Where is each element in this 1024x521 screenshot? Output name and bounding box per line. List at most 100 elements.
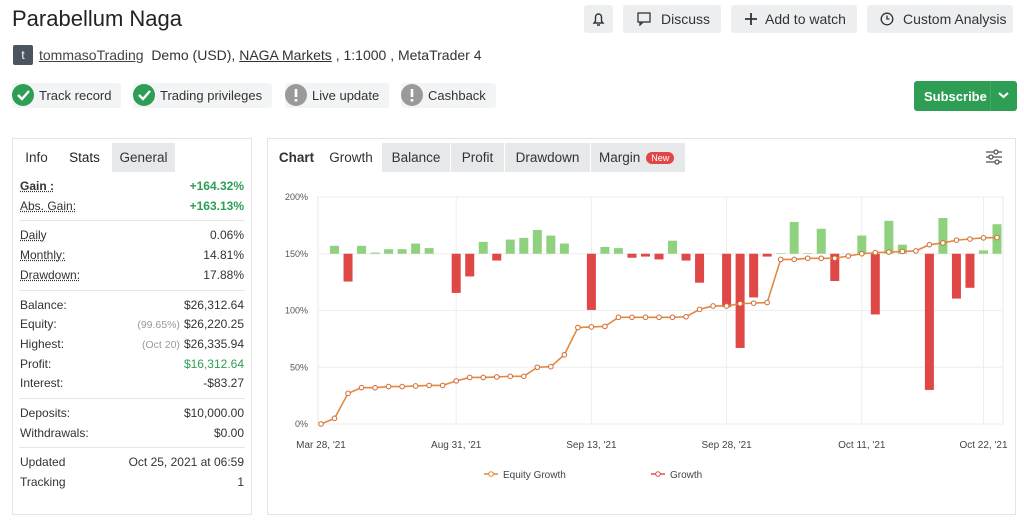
watch-button[interactable]: Add to watch xyxy=(731,5,857,33)
point xyxy=(480,374,487,381)
x-tick-label: Oct 22, '21 xyxy=(959,440,1007,451)
bar xyxy=(870,253,880,315)
stat-label: Interest: xyxy=(20,376,64,391)
point xyxy=(953,237,960,243)
tab[interactable]: Stats xyxy=(57,143,112,172)
bar xyxy=(519,237,529,254)
discuss-button[interactable]: Discuss xyxy=(623,5,721,33)
point xyxy=(439,382,446,389)
bar xyxy=(370,252,380,254)
tab[interactable]: Profit xyxy=(451,143,504,172)
x-tick-label: Oct 11, '21 xyxy=(838,440,886,451)
tab[interactable]: Margin New xyxy=(591,143,685,172)
bar xyxy=(803,253,813,254)
plus-icon xyxy=(745,13,757,25)
bar xyxy=(938,217,948,254)
stat-label: Withdrawals: xyxy=(20,425,89,440)
bar xyxy=(397,249,407,254)
point xyxy=(831,255,838,262)
stat-label: Deposits: xyxy=(20,406,71,420)
stat-number: $0.00 xyxy=(213,425,244,440)
analysis-button[interactable]: Custom Analysis xyxy=(867,5,1013,33)
stat-note: (Oct 20) xyxy=(142,338,180,351)
bar xyxy=(965,253,975,288)
point xyxy=(358,384,365,391)
stat-label: Abs. Gain: xyxy=(20,198,77,213)
dropdown-icon[interactable] xyxy=(990,81,1017,111)
point xyxy=(737,300,743,307)
bar xyxy=(735,253,745,348)
user-link[interactable]: tommasoTrading xyxy=(39,47,144,63)
stat-value: (99.65%) $26,220.25 xyxy=(137,317,244,331)
account-type: Demo (USD), xyxy=(151,47,236,63)
bell-icon xyxy=(592,13,605,26)
stat-number: +164.32% xyxy=(189,179,244,193)
bar xyxy=(424,248,434,254)
stat-number: $26,312.64 xyxy=(183,297,244,312)
stat-value: -$83.27 xyxy=(203,376,244,390)
subscribe-button[interactable]: Subscribe xyxy=(914,81,1017,111)
bar xyxy=(789,221,799,254)
badge-label: Cashback xyxy=(428,88,486,103)
badge: Live update xyxy=(285,83,390,108)
legend-label: Growth xyxy=(670,470,702,481)
point xyxy=(845,253,852,259)
stat-label: Highest: xyxy=(20,336,65,351)
point xyxy=(642,314,649,321)
badge-label: Track record xyxy=(39,88,112,103)
tab[interactable]: Info xyxy=(16,143,57,172)
settings-icon[interactable] xyxy=(984,147,1004,167)
tab[interactable]: Balance xyxy=(382,143,450,172)
stat-value: 17.88% xyxy=(203,268,244,282)
bar xyxy=(722,253,732,308)
bar xyxy=(695,253,705,283)
bar xyxy=(884,220,894,254)
bar xyxy=(681,253,691,261)
line xyxy=(320,236,998,425)
point xyxy=(466,374,473,381)
stat-value: $26,312.64 xyxy=(184,298,244,312)
button-label: Discuss xyxy=(661,11,711,27)
bar xyxy=(816,228,826,254)
check-icon xyxy=(133,84,155,106)
bar xyxy=(668,240,678,254)
stat-number: 17.88% xyxy=(203,267,244,282)
point xyxy=(372,384,378,391)
avatar: t xyxy=(13,45,33,65)
tab[interactable]: General xyxy=(112,143,175,172)
divider xyxy=(19,447,245,449)
check-icon xyxy=(12,84,34,106)
stat-label: Tracking xyxy=(20,475,66,490)
broker-link[interactable]: NAGA Markets xyxy=(239,47,332,63)
divider xyxy=(19,289,245,291)
stat-label: Drawdown: xyxy=(20,267,81,282)
stat-number: $26,220.25 xyxy=(183,317,244,332)
button-label: Add to watch xyxy=(765,11,846,27)
point xyxy=(980,235,987,241)
bar xyxy=(951,253,961,299)
bar xyxy=(627,253,637,258)
point xyxy=(777,256,784,263)
point xyxy=(899,248,906,255)
bar xyxy=(600,246,610,254)
point xyxy=(710,303,716,309)
point xyxy=(859,250,865,257)
alert-button[interactable] xyxy=(584,5,613,33)
x-tick-label: Sep 13, '21 xyxy=(566,440,617,451)
bar xyxy=(613,248,623,254)
stat-value: (Oct 20) $26,335.94 xyxy=(142,337,244,351)
point xyxy=(345,390,351,397)
bar xyxy=(330,245,340,254)
badge-label: Trading privileges xyxy=(160,88,263,103)
bar xyxy=(451,253,461,293)
button-label: Custom Analysis xyxy=(903,11,1007,27)
tab[interactable]: Drawdown xyxy=(505,143,590,172)
tab[interactable]: Growth xyxy=(321,143,381,172)
warning-icon xyxy=(401,84,423,106)
stats-panel: Info Stats General Gain : +164.32% Abs. Gain:… xyxy=(12,138,252,515)
bar xyxy=(411,243,421,254)
bar xyxy=(357,245,367,254)
legend-marker xyxy=(488,471,494,477)
bar xyxy=(654,253,664,260)
